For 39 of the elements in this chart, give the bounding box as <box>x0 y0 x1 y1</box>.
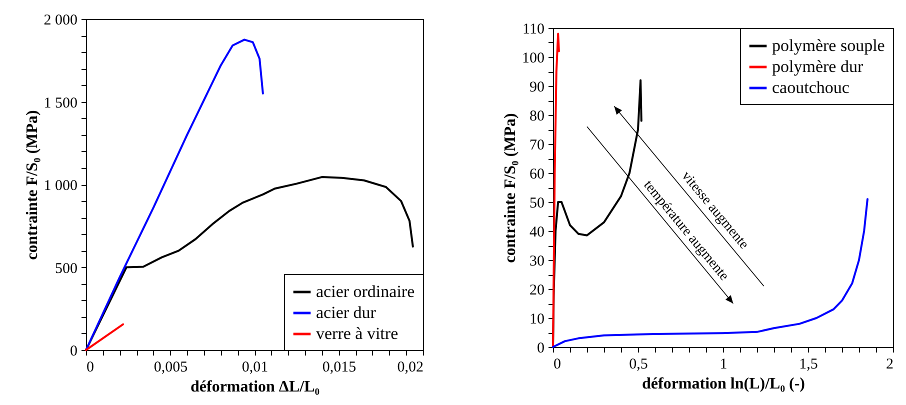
y-tick-label: 1 000 <box>44 178 78 194</box>
y-tick-label: 70 <box>530 138 544 154</box>
y-tick-label: 10 <box>530 312 544 328</box>
x-axis-title: déformation ln(L)/L₀ (-) <box>642 376 805 392</box>
x-tick-label: 0,5 <box>629 356 648 372</box>
y-tick-label: 50 <box>530 196 544 212</box>
x-axis-title: déformation ΔL/L₀ <box>190 378 320 396</box>
y-tick-label: 20 <box>530 282 544 298</box>
x-tick-label: 2 <box>886 356 894 372</box>
legend-label: acier ordinaire <box>316 282 415 301</box>
y-tick-label: 110 <box>522 22 544 38</box>
x-tick-label: 0,015 <box>322 360 356 376</box>
y-tick-label: 30 <box>530 254 544 270</box>
legend-label: polymère dur <box>772 57 864 76</box>
x-tick-label: 0,01 <box>242 360 268 376</box>
y-tick-label: 60 <box>530 166 544 182</box>
legend-label: caoutchouc <box>772 78 850 97</box>
line-series <box>85 38 264 351</box>
x-tick-label: 0,005 <box>154 360 188 376</box>
x-tick-label: 0 <box>554 356 561 372</box>
legend-label: polymère souple <box>772 36 885 55</box>
y-tick-label: 2 000 <box>44 12 78 28</box>
y-tick-label: 0 <box>70 344 78 360</box>
x-tick-label: 0,02 <box>397 360 424 376</box>
y-tick-label: 1 500 <box>44 95 78 112</box>
legend-label: verre à vitre <box>316 324 398 343</box>
line-series <box>552 32 560 348</box>
x-tick-label: 1 <box>720 356 728 372</box>
y-tick-label: 90 <box>530 80 544 96</box>
x-tick-label: 1,5 <box>799 356 818 372</box>
y-axis-title: contrainte F/S₀ (MPa) <box>502 113 519 263</box>
y-tick-label: 40 <box>530 224 544 240</box>
legend-label: acier dur <box>316 303 376 322</box>
y-tick-label: 100 <box>522 50 544 66</box>
x-tick-label: 0 <box>86 360 94 376</box>
y-tick-label: 500 <box>55 260 78 277</box>
y-tick-label: 80 <box>530 108 544 124</box>
y-tick-label: 0 <box>537 340 544 356</box>
y-axis-title: contrainte F/S₀ (MPa) <box>24 110 41 260</box>
